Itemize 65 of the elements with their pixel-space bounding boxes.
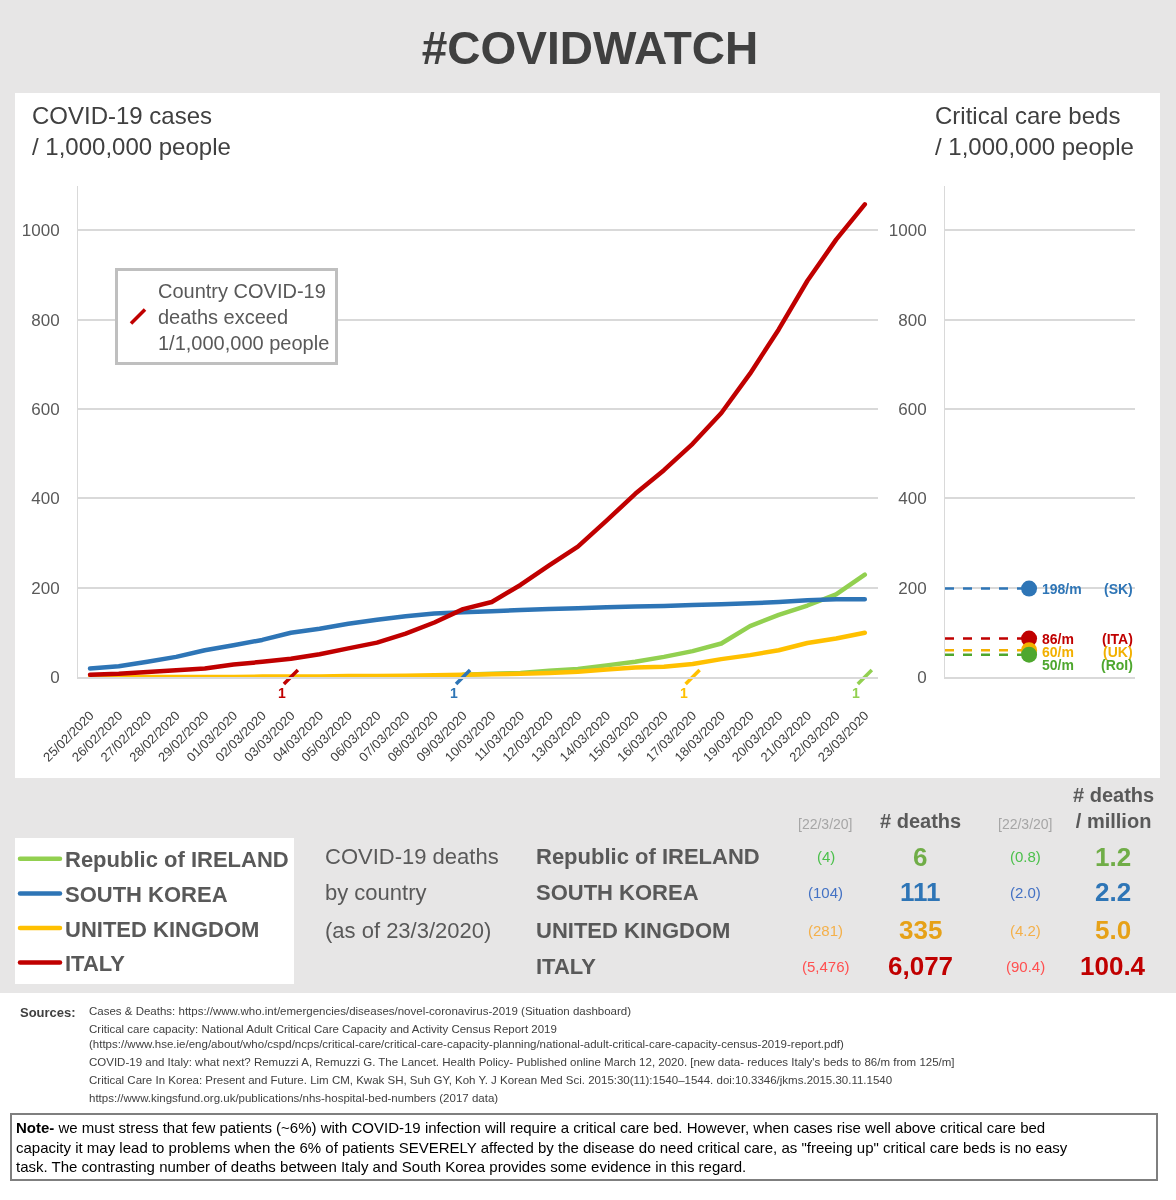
y-tick-label: 1000 <box>888 221 927 241</box>
text: # deaths <box>880 810 962 832</box>
annotation: 1 <box>852 685 860 701</box>
chart-title: #COVIDWATCH <box>421 22 759 75</box>
data-label: 60/m <box>1042 644 1074 660</box>
y-tick-label: 1000 <box>21 221 60 241</box>
y-tick-label: 800 <box>898 310 927 330</box>
text: Critical care capacity: National Adult Critical Care Capacity and Activity Census Report 2019 (https://www.hse.ie/eng/about/who/cspd/ncps/critical-care/critical-care-capacity-planning/national-adult-critical-care-capacity-census-2019-report.pdf) <box>89 1023 845 1050</box>
data-label: (4) <box>817 848 836 865</box>
data-label: 111 <box>900 877 941 907</box>
y-tick-label: 400 <box>31 489 60 509</box>
y-tick-label: 200 <box>31 578 60 598</box>
data-label: 5.0 <box>1095 915 1132 945</box>
line-series <box>87 597 868 671</box>
legend-label: UNITED KINGDOM <box>65 916 260 942</box>
data-label: (104) <box>808 884 844 901</box>
text: (SK) <box>1104 581 1133 597</box>
data-label: (5,476) <box>802 958 850 975</box>
annotation: 1 <box>450 685 458 701</box>
data-label: 1.2 <box>1095 842 1132 872</box>
y-axis-title: Critical care beds / 1,000,000 people <box>935 102 1134 161</box>
y-tick-label: 800 <box>31 310 60 330</box>
data-label: (281) <box>808 922 844 939</box>
y-tick-label: 0 <box>917 667 927 687</box>
data-label: 335 <box>899 915 943 945</box>
text: https://www.kingsfund.org.uk/publications/nhs-hospital-bed-numbers (2017 data) <box>89 1092 499 1104</box>
legend-label: ITALY <box>65 951 126 977</box>
text: [22/3/20] <box>798 816 853 832</box>
data-label: 198/m <box>1042 581 1082 597</box>
text: COVID-19 and Italy: what next? Remuzzi A, Remuzzi G. The Lancet. Health Policy- Published online March 12, 2020. [new data- reduces Italy's beds to 86/m from 125/m] <box>89 1056 955 1068</box>
y-tick-label: 600 <box>31 399 60 419</box>
category-label: ITALY <box>536 954 597 979</box>
data-label: (2.0) <box>1010 884 1041 901</box>
data-label: 100.4 <box>1080 951 1146 981</box>
text: # deaths / million <box>1073 784 1155 832</box>
y-tick-label: 200 <box>898 578 927 598</box>
y-tick-label: 0 <box>50 667 60 687</box>
text: (ITA) <box>1102 631 1133 647</box>
category-label: Republic of IRELAND <box>536 844 760 869</box>
text: Cases & Deaths: https://www.who.int/emergencies/diseases/novel-coronavirus-2019 (Situation dashboard) <box>89 1005 632 1017</box>
data-label: 6 <box>913 842 928 872</box>
text: [22/3/20] <box>998 816 1053 832</box>
legend-label: Country COVID-19 deaths exceed 1/1,000,000 people <box>158 280 330 355</box>
data-label: (0.8) <box>1010 848 1041 865</box>
line-series <box>87 202 868 677</box>
data-label: 86/m <box>1042 631 1074 647</box>
data-label: 50/m <box>1042 657 1074 673</box>
legend-label: Republic of IRELAND <box>65 847 289 873</box>
text: COVID-19 deaths by country (as of 23/3/2020) <box>325 844 499 943</box>
text: Note- we must stress that few patients (~6%) with COVID-19 infection will require a critical care bed. However, when cases rise well above critical care bed capacity it may lead to problems when the 6% of patients SEVERELY affected by the disease do need critical care, as "freeing up" critical care beds is no easy task. The contrasting number of deaths between Italy and South Korea provides some evidence in this regard. <box>16 1119 1068 1175</box>
legend-label: SOUTH KOREA <box>65 881 228 907</box>
data-label: 2.2 <box>1095 877 1132 907</box>
line-series <box>87 630 868 677</box>
y-axis-title: COVID-19 cases / 1,000,000 people <box>32 102 231 161</box>
y-tick-label: 400 <box>898 489 927 509</box>
data-label: 6,077 <box>888 951 954 981</box>
annotation: 1 <box>278 685 286 701</box>
source-note: Sources: <box>20 1005 76 1020</box>
data-label: (4.2) <box>1010 922 1041 939</box>
y-tick-label: 600 <box>898 399 927 419</box>
data-label: (90.4) <box>1006 958 1046 975</box>
category-label: UNITED KINGDOM <box>536 918 731 943</box>
category-label: SOUTH KOREA <box>536 880 699 905</box>
annotation: 1 <box>680 685 688 701</box>
text: Critical Care In Korea: Present and Future. Lim CM, Kwak SH, Suh GY, Koh Y. J Korean Med Sci. 2015:30(11):1540–1544. doi:10.3346/jkms.2015.30.11.1540 <box>89 1074 893 1086</box>
